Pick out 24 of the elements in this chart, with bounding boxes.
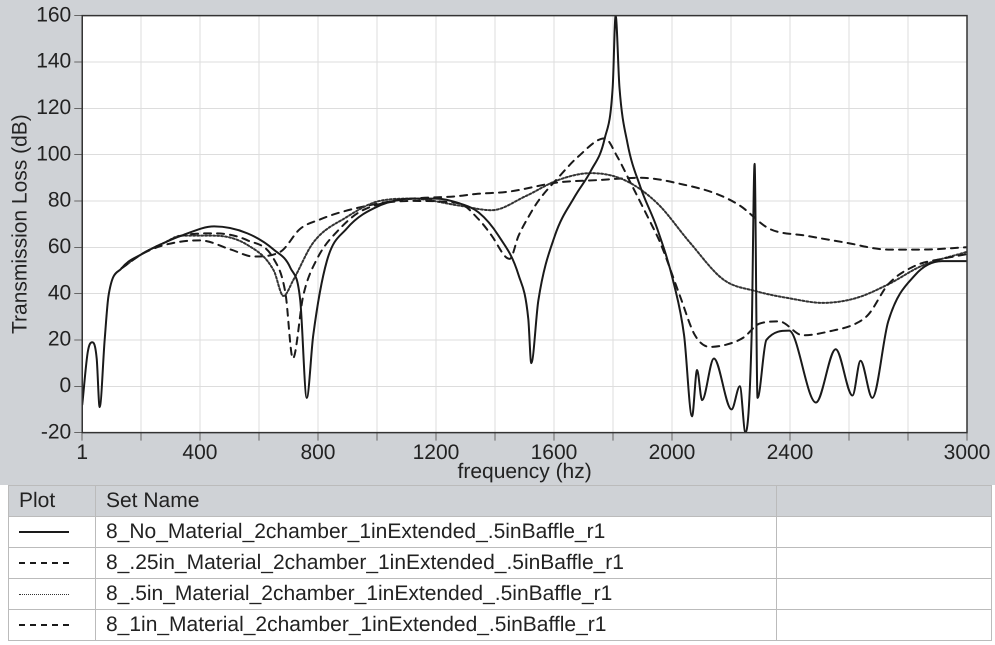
x-tick-label: 2400 [766,440,814,464]
y-tick-label: 120 [36,96,72,120]
y-tick-label: 20 [48,328,72,351]
y-tick-label: 100 [36,142,72,166]
legend-title: Set Name [96,486,776,516]
y-tick-label: 80 [48,188,72,212]
legend-label: 8_.5in_Material_2chamber_1inExtended_.5inBaffle_r1 [96,578,776,610]
legend-label: 8_No_Material_2chamber_1inExtended_.5inBaffle_r1 [96,516,776,548]
legend-label: 8_1in_Material_2chamber_1inExtended_.5inBaffle_r1 [96,610,776,640]
text: Plot [8,486,96,516]
x-tick-label: 1200 [412,440,460,464]
y-tick-label: 40 [48,281,72,304]
legend-label: 8_.25in_Material_2chamber_1inExtended_.5inBaffle_r1 [96,548,776,578]
y-tick-label: 160 [36,3,72,26]
x-tick-label: 400 [182,440,218,464]
y-tick-label: 0 [60,374,72,398]
y-tick-label: 60 [48,235,72,258]
x-tick-label: 2000 [648,440,696,464]
x-tick-label: 800 [300,440,336,464]
y-tick-label: -20 [40,420,72,444]
y-axis-title: Transmission Loss (dB) [8,114,32,334]
x-tick-label: 3000 [944,440,990,464]
x-tick-label: 1 [76,440,88,464]
y-tick-label: 140 [36,50,72,73]
